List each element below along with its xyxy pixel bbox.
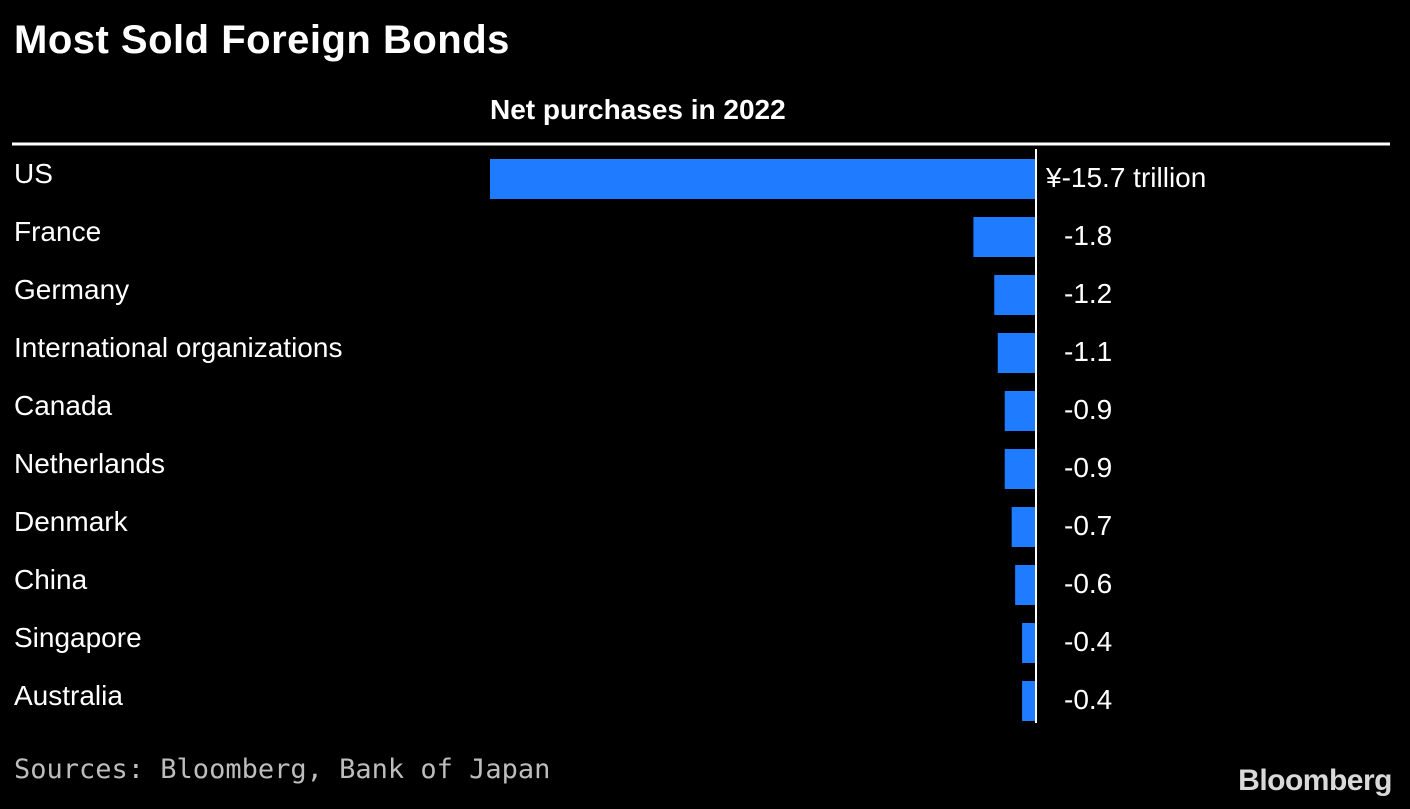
value-label: ¥-15.7 trillion <box>1045 162 1206 193</box>
bar <box>1022 623 1036 663</box>
bar <box>490 159 1036 199</box>
bar <box>1022 681 1036 721</box>
source-note: Sources: Bloomberg, Bank of Japan <box>14 754 551 785</box>
bar <box>1015 565 1036 605</box>
bar <box>1011 507 1036 547</box>
value-label: -0.6 <box>1064 568 1112 599</box>
category-label: Denmark <box>14 506 129 537</box>
bar <box>997 333 1036 373</box>
bloomberg-logo: Bloomberg <box>1238 764 1392 797</box>
value-label: -1.1 <box>1064 336 1112 367</box>
chart-subtitle: Net purchases in 2022 <box>490 94 786 125</box>
category-label: Australia <box>14 680 123 711</box>
category-label: Singapore <box>14 622 142 653</box>
category-label: Germany <box>14 274 129 305</box>
value-label: -0.9 <box>1064 394 1112 425</box>
value-label: -0.9 <box>1064 452 1112 483</box>
value-label: -0.4 <box>1064 626 1112 657</box>
category-label: US <box>14 158 53 189</box>
category-label: Netherlands <box>14 448 165 479</box>
value-label: -1.2 <box>1064 278 1112 309</box>
category-label: Canada <box>14 390 113 421</box>
bar <box>973 217 1036 257</box>
category-label: China <box>14 564 88 595</box>
category-label: International organizations <box>14 332 342 363</box>
value-label: -0.7 <box>1064 510 1112 541</box>
category-label: France <box>14 216 101 247</box>
value-label: -1.8 <box>1064 220 1112 251</box>
value-label: -0.4 <box>1064 684 1112 715</box>
bar <box>1004 391 1036 431</box>
chart-title: Most Sold Foreign Bonds <box>14 18 510 62</box>
bar <box>994 275 1036 315</box>
bar <box>1004 449 1036 489</box>
